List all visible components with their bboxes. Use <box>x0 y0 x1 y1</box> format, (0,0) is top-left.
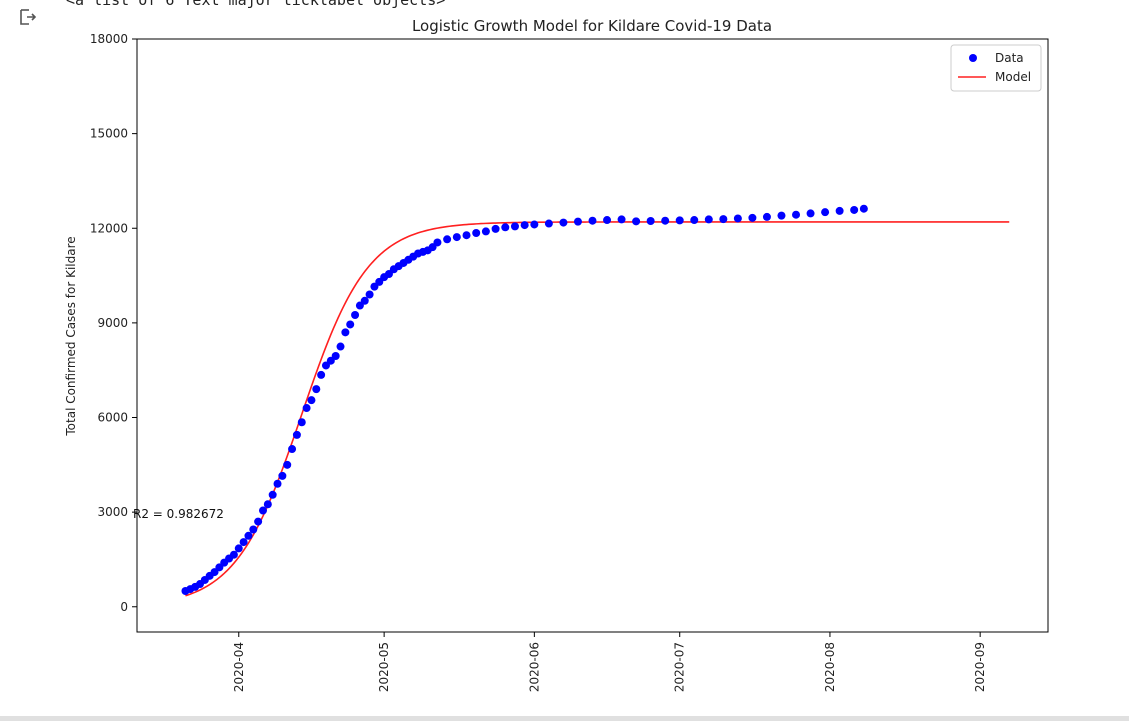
data-point <box>530 220 539 229</box>
data-point <box>472 228 481 237</box>
data-point <box>588 216 597 225</box>
data-point <box>433 238 442 247</box>
output-arrow-icon[interactable] <box>18 6 40 28</box>
x-tick-label: 2020-06 <box>527 642 541 692</box>
data-point <box>675 216 684 225</box>
data-point <box>510 222 519 231</box>
data-point <box>748 213 757 222</box>
data-point <box>268 490 277 499</box>
data-point <box>481 227 490 236</box>
x-tick-label: 2020-05 <box>377 642 391 692</box>
x-tick-label: 2020-07 <box>673 642 687 692</box>
data-point <box>573 217 582 226</box>
data-point <box>850 205 859 214</box>
data-point <box>835 206 844 215</box>
data-point <box>317 370 326 379</box>
data-point <box>244 531 253 540</box>
y-tick-label: 3000 <box>97 505 128 519</box>
data-point <box>603 216 612 225</box>
data-point <box>559 218 568 227</box>
legend-data-label: Data <box>995 51 1024 65</box>
data-point <box>821 208 830 217</box>
data-point <box>762 212 771 221</box>
y-tick-label: 9000 <box>97 316 128 330</box>
cell-output-text: <a list of 6 Text major ticklabel object… <box>66 0 446 9</box>
data-series <box>181 204 868 595</box>
data-point <box>307 396 316 405</box>
data-point <box>292 430 301 439</box>
y-tick-label: 12000 <box>90 221 128 235</box>
data-point <box>341 328 350 337</box>
data-point <box>302 404 311 413</box>
plot-frame <box>136 38 1049 633</box>
data-point <box>544 219 553 228</box>
data-point <box>501 223 510 232</box>
data-point <box>234 544 243 553</box>
data-point <box>365 290 374 299</box>
data-point <box>462 231 471 240</box>
data-point <box>617 215 626 224</box>
model-line <box>185 221 1010 597</box>
data-point <box>229 550 238 559</box>
model-series <box>185 221 1010 597</box>
y-axis-label: Total Confirmed Cases for Kildare <box>64 236 78 436</box>
data-point <box>360 296 369 305</box>
data-point <box>336 342 345 351</box>
legend-data-marker <box>969 54 977 62</box>
x-tick-label: 2020-04 <box>232 642 246 692</box>
data-point <box>346 320 355 329</box>
x-tick-label: 2020-08 <box>823 642 837 692</box>
data-point <box>520 221 529 230</box>
data-point <box>443 235 452 244</box>
data-point <box>452 233 461 242</box>
data-point <box>273 479 282 488</box>
x-axis: 2020-04 2020-05 2020-06 2020-07 2020-08 2020-… <box>232 632 987 692</box>
data-point <box>351 311 360 319</box>
data-point <box>331 352 340 360</box>
legend-model-label: Model <box>995 70 1031 84</box>
y-axis: 0 3000 6000 9000 12000 15000 18000 <box>90 32 137 614</box>
legend: Data Model <box>950 44 1042 92</box>
data-point <box>777 211 786 220</box>
data-point <box>690 216 699 225</box>
y-tick-label: 18000 <box>90 32 128 46</box>
data-point <box>312 385 321 394</box>
y-tick-label: 0 <box>120 600 128 614</box>
data-point <box>288 445 297 454</box>
data-point <box>632 217 641 226</box>
y-tick-label: 15000 <box>90 127 128 141</box>
data-point <box>704 215 713 224</box>
data-point <box>859 204 868 213</box>
data-point <box>258 506 267 515</box>
chart-title: Logistic Growth Model for Kildare Covid-… <box>412 17 772 35</box>
data-point <box>661 216 670 225</box>
data-point <box>263 500 272 509</box>
data-point <box>297 418 306 427</box>
data-point <box>283 460 292 469</box>
r2-annotation: R2 = 0.982672 <box>133 507 224 521</box>
data-point <box>719 215 728 224</box>
data-point <box>249 525 258 534</box>
data-point <box>278 471 287 480</box>
data-point <box>792 210 801 219</box>
horizontal-scrollbar[interactable] <box>0 716 1129 721</box>
data-point <box>239 538 248 547</box>
data-point <box>806 209 815 218</box>
data-point <box>491 224 500 233</box>
data-point <box>646 217 655 225</box>
data-point <box>733 214 742 223</box>
y-tick-label: 6000 <box>97 411 128 425</box>
data-point <box>254 517 263 526</box>
x-tick-label: 2020-09 <box>973 642 987 692</box>
